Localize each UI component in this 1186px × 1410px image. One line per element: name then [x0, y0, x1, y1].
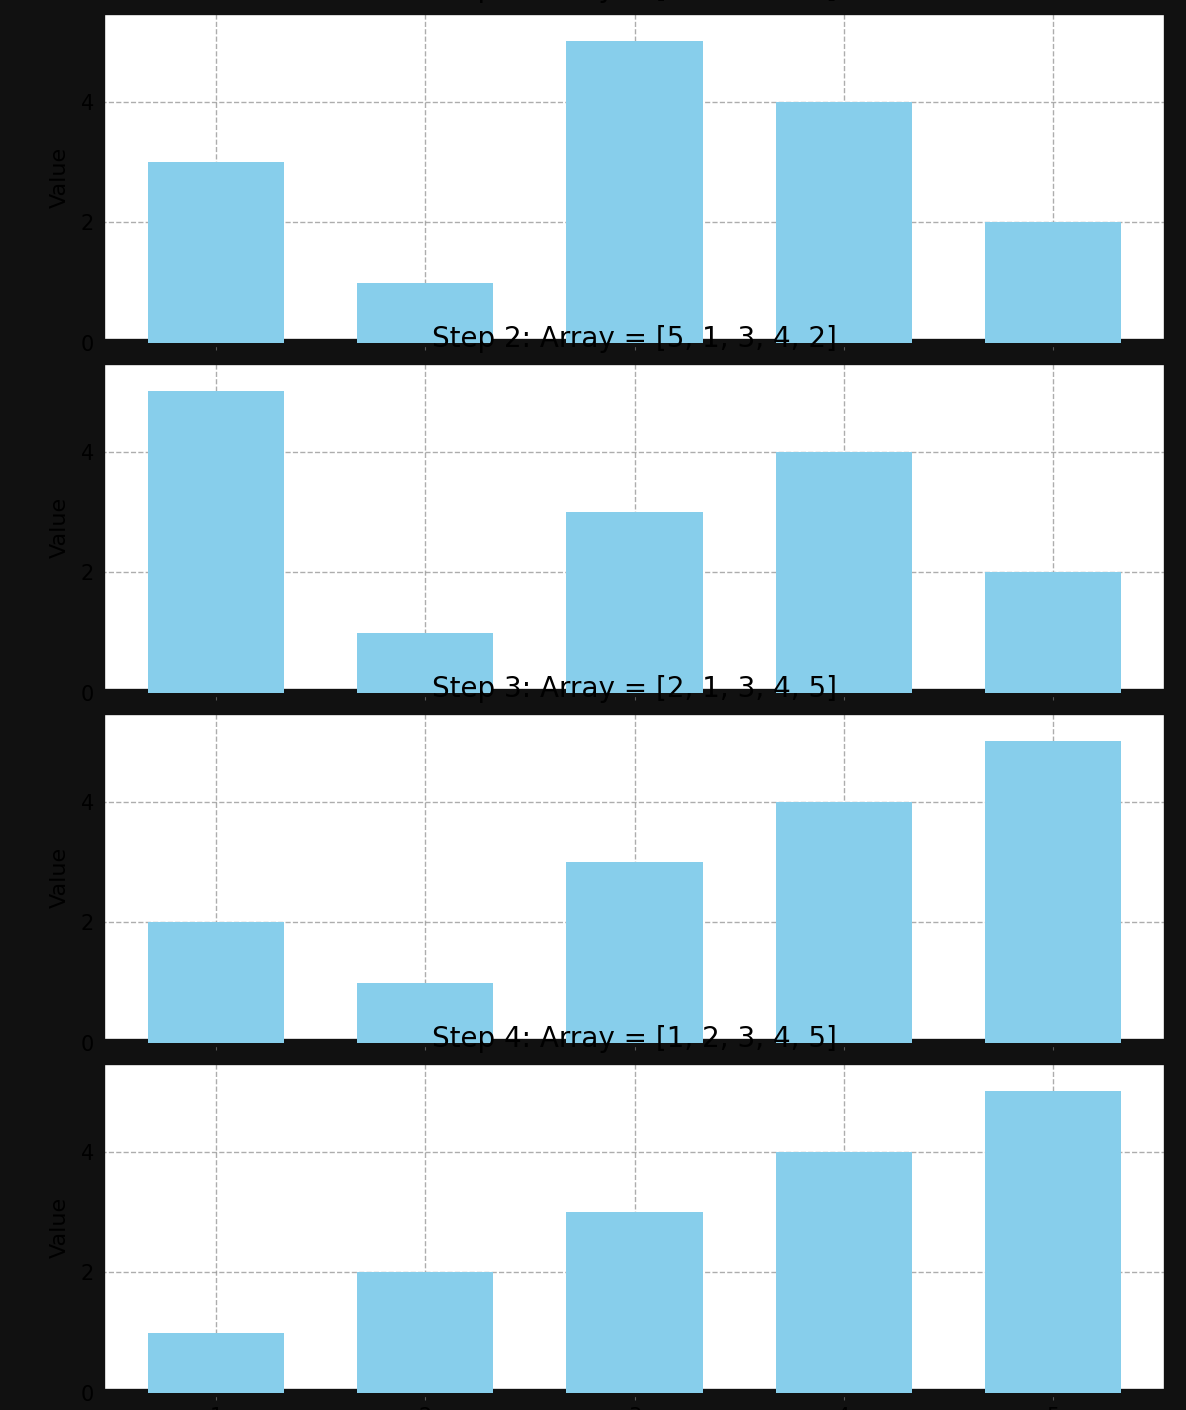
- Bar: [986, 223, 1121, 343]
- Bar: [148, 922, 283, 1043]
- Title: Step 4: Array = [1, 2, 3, 4, 5]: Step 4: Array = [1, 2, 3, 4, 5]: [432, 1025, 837, 1053]
- Y-axis label: Value: Value: [50, 496, 70, 558]
- Bar: [567, 512, 702, 694]
- Bar: [357, 1272, 493, 1393]
- Bar: [148, 162, 283, 343]
- Title: Step 1: Array = [3, 1, 5, 4, 2]: Step 1: Array = [3, 1, 5, 4, 2]: [432, 0, 837, 3]
- Bar: [148, 1332, 283, 1393]
- Bar: [986, 572, 1121, 694]
- Bar: [986, 1091, 1121, 1393]
- Bar: [986, 742, 1121, 1043]
- Y-axis label: Value: Value: [50, 147, 70, 207]
- Bar: [776, 1152, 912, 1393]
- X-axis label: Index: Index: [604, 737, 665, 759]
- Bar: [357, 983, 493, 1043]
- Bar: [567, 1213, 702, 1393]
- Title: Step 2: Array = [5, 1, 3, 4, 2]: Step 2: Array = [5, 1, 3, 4, 2]: [432, 326, 837, 354]
- Bar: [567, 41, 702, 343]
- Bar: [357, 283, 493, 343]
- Bar: [776, 451, 912, 694]
- X-axis label: Index: Index: [604, 388, 665, 407]
- Bar: [357, 633, 493, 694]
- Bar: [776, 802, 912, 1043]
- Bar: [776, 102, 912, 343]
- Bar: [567, 862, 702, 1043]
- Y-axis label: Value: Value: [50, 846, 70, 908]
- Bar: [148, 392, 283, 694]
- Y-axis label: Value: Value: [50, 1197, 70, 1258]
- X-axis label: Index: Index: [604, 1089, 665, 1108]
- Title: Step 3: Array = [2, 1, 3, 4, 5]: Step 3: Array = [2, 1, 3, 4, 5]: [432, 675, 837, 704]
